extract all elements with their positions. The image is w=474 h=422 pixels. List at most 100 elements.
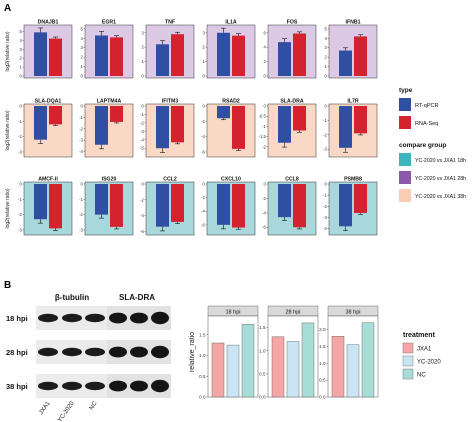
y-tick-label: -3	[18, 149, 22, 154]
legend-treatment-swatch	[402, 355, 414, 367]
y-tick-label: 0	[202, 104, 205, 109]
facet-strip	[207, 17, 255, 25]
facet-background	[23, 103, 73, 158]
y-tick-label: 0.0	[319, 395, 326, 400]
y-tick-label: 2.0	[319, 327, 326, 332]
legend-type-swatch	[399, 98, 411, 111]
y-tick-label: 0.0	[259, 395, 266, 400]
bar-rnaseq	[232, 184, 245, 228]
facet-background	[84, 24, 134, 79]
bar-rtqpcr	[34, 32, 47, 76]
blot-band-sla-dra	[151, 311, 169, 325]
legend-group-label: YC-2020 vs JXA1 28h	[415, 176, 466, 182]
bar-rtqpcr	[217, 106, 230, 119]
facet-title: FOS	[287, 20, 298, 26]
facet-ifnb1: IFNB1 0 1 2 3 4 5	[324, 17, 378, 79]
y-tick-label: 0	[202, 182, 205, 187]
y-tick-label: -2	[79, 126, 83, 131]
y-tick-label: 4	[324, 36, 327, 41]
bar-rnaseq	[171, 106, 184, 143]
legend-treatment-swatch	[402, 342, 414, 354]
bar-nc	[241, 324, 255, 398]
y-tick-label: 1	[324, 64, 327, 69]
bar-rtqpcr	[34, 106, 47, 140]
blot-band-tubulin	[62, 381, 82, 391]
facet-ccl8: CCL8 0 -2 -4 -6	[262, 174, 317, 236]
bar-yc-2020	[226, 344, 240, 398]
y-tick-label: 1.0	[259, 348, 266, 353]
y-tick-label: -1.5	[259, 134, 267, 139]
y-tick-label: 0.0	[199, 395, 206, 400]
facet-title: CXCL10	[221, 177, 241, 183]
facet-title: RSAD2	[222, 99, 240, 105]
facet-background	[328, 24, 378, 79]
blot-band-tubulin	[62, 313, 82, 323]
facet-psmb8: PSMB8 0 -1 -2 -3 -4	[323, 174, 378, 236]
bar-rnaseq	[293, 106, 306, 131]
facet-background	[23, 181, 73, 236]
blot-band-sla-dra	[109, 380, 127, 392]
bar-jxa1	[331, 336, 345, 398]
blot-band-sla-dra	[151, 379, 169, 393]
facet-egr1: EGR1 0 1 2 3 4 5	[80, 17, 134, 79]
facet-strip	[268, 174, 316, 182]
facet-strip	[146, 174, 194, 182]
y-axis-title: log2(relative ratio)	[5, 110, 11, 150]
y-tick-label: -2	[79, 212, 83, 217]
bar-nc	[361, 322, 375, 398]
facet-amcf-ii: AMCF-II 0 -1 -2 -3	[18, 174, 73, 236]
y-tick-label: -4	[201, 209, 205, 214]
facet-title: SLA-DRA	[280, 99, 304, 105]
y-tick-label: -4	[140, 137, 144, 142]
blot-band-tubulin	[85, 381, 105, 391]
y-tick-label: -4	[140, 213, 144, 218]
y-tick-label: 2	[263, 59, 266, 64]
y-tick-label: -1	[79, 197, 83, 202]
facet-title: 18 hpi	[226, 310, 241, 316]
facet-ccl2: CCL2 0 -2 -4 -6	[140, 174, 195, 236]
blot-band-tubulin	[38, 313, 58, 323]
bar-rnaseq	[232, 35, 245, 76]
facet-title: IFNB1	[346, 20, 361, 26]
y-tick-label: 0	[19, 104, 22, 109]
facet-title: LAPTM4A	[97, 99, 122, 105]
y-tick-label: -0.5	[259, 114, 267, 119]
bar-jxa1	[211, 342, 225, 398]
y-tick-label: 0	[202, 74, 205, 79]
y-tick-label: -6	[140, 229, 144, 234]
y-tick-label: -3	[18, 227, 22, 232]
y-tick-label: 0	[80, 104, 83, 109]
facet-strip	[207, 96, 255, 104]
bar-rnaseq	[354, 106, 367, 134]
bar-rnaseq	[110, 106, 123, 122]
facet-background	[145, 181, 195, 236]
y-tick-label: -1	[323, 193, 327, 198]
legend-group-title: compare group	[399, 142, 446, 149]
legend-group-swatch	[399, 153, 411, 166]
facet-background	[84, 181, 134, 236]
y-tick-label: 0	[263, 74, 266, 79]
y-tick-label: -2	[140, 120, 144, 125]
legend-group-label: YC-2020 vs JXA1 38h	[415, 194, 466, 200]
blot-band-sla-dra	[130, 312, 148, 324]
bar-rtqpcr	[95, 106, 108, 145]
blot-band-tubulin	[85, 347, 105, 357]
y-tick-label: -4	[201, 134, 205, 139]
facet-title: CCL8	[285, 177, 299, 183]
y-tick-label: 5	[324, 26, 327, 31]
facet-dnajb1: DNAJB1 0 1 2 3 4 5	[19, 17, 73, 79]
y-tick-label: -1	[18, 197, 22, 202]
legend-treatment-label: NC	[417, 373, 426, 379]
y-tick-label: -2	[18, 134, 22, 139]
bar-rtqpcr	[339, 106, 352, 148]
bar-rnaseq	[171, 34, 184, 76]
facet-strip	[207, 174, 255, 182]
y-tick-label: 0	[141, 182, 144, 187]
facet-sla-dqa1: SLA-DQA1 0 -1 -2 -3	[18, 96, 73, 158]
y-tick-label: 5	[80, 26, 83, 31]
facet-title: IL1A	[225, 20, 236, 26]
y-tick-label: -2	[201, 195, 205, 200]
legend-type-swatch	[399, 116, 411, 129]
